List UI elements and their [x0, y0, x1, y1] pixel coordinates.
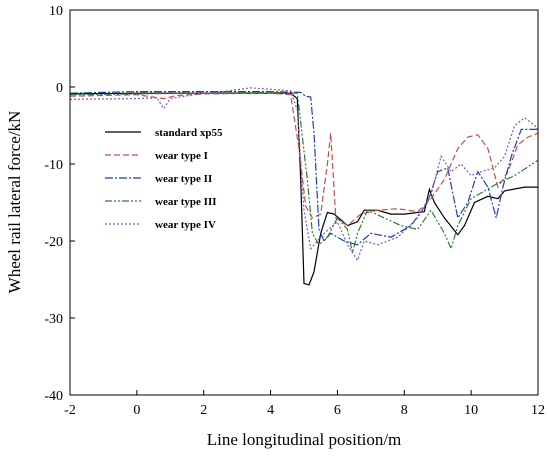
x-tick-label: 6 — [334, 403, 341, 418]
axes — [69, 9, 539, 396]
series-layer — [69, 87, 539, 286]
y-tick-label: 10 — [49, 4, 63, 19]
x-tick-label: 4 — [267, 403, 274, 418]
legend-label: wear type I — [155, 150, 208, 162]
series-line-5 — [69, 87, 539, 262]
series-line-2 — [69, 92, 539, 227]
legend-label: wear type IV — [155, 219, 216, 231]
x-tick-label: 12 — [531, 403, 545, 418]
x-tick-label: 8 — [401, 403, 408, 418]
y-tick-label: -20 — [44, 235, 63, 250]
x-tick-label: -2 — [64, 403, 76, 418]
x-tick-label: 2 — [200, 403, 207, 418]
series-line-3 — [69, 91, 538, 246]
y-tick-label: -10 — [44, 158, 63, 173]
x-axis-title: Line longitudinal position/m — [207, 430, 402, 449]
y-tick-label: -40 — [44, 389, 63, 404]
y-tick-label: 0 — [56, 81, 63, 96]
legend-label: wear type III — [155, 196, 217, 208]
series-line-4 — [69, 91, 539, 253]
plot-frame — [69, 9, 539, 396]
x-tick-label: 0 — [133, 403, 140, 418]
legend-label: standard xp55 — [155, 127, 223, 139]
y-axis-title: Wheel rail lateral force/kN — [5, 111, 24, 294]
x-tick-label: 10 — [464, 403, 478, 418]
series-line-1 — [69, 92, 538, 286]
legend: standard xp55 wear type I wear type II wear… — [105, 127, 223, 231]
y-tick-label: -30 — [44, 312, 63, 327]
legend-label: wear type II — [155, 173, 212, 185]
